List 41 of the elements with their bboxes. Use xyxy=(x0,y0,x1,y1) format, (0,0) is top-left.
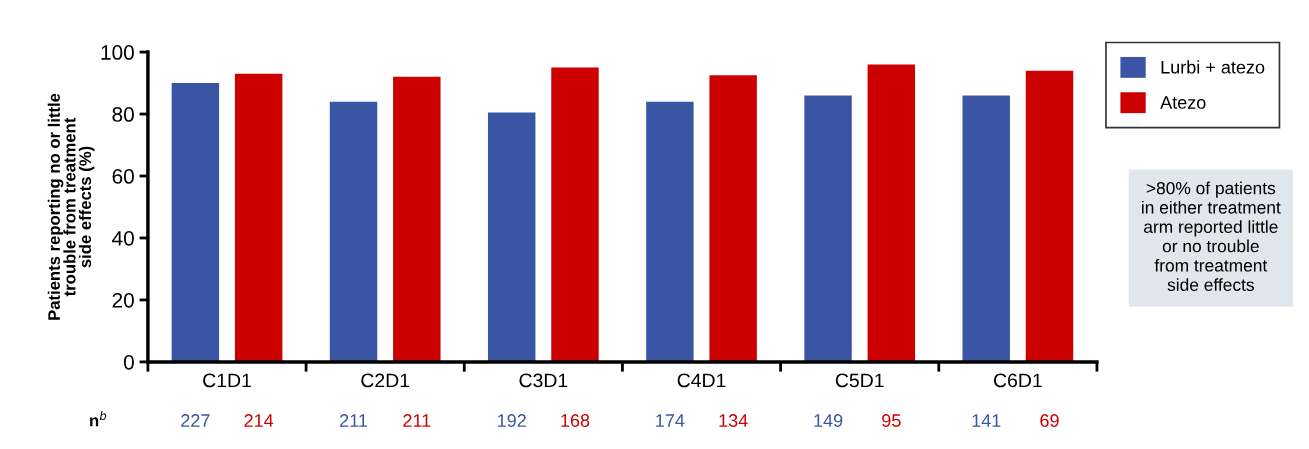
text: 227 xyxy=(181,414,210,427)
x-tick-label: C2D1 xyxy=(361,373,410,388)
bar xyxy=(962,95,1010,362)
bar xyxy=(804,95,852,362)
bar xyxy=(1025,70,1074,362)
text: 192 xyxy=(498,414,526,427)
y-axis-title: Patients reporting no or little trouble from treatment side effects (%) xyxy=(47,93,95,320)
bar xyxy=(487,112,536,362)
legend-label: Lurbi + atezo xyxy=(1161,60,1265,74)
y-tick-label: 80 xyxy=(112,107,134,122)
legend-label: Atezo xyxy=(1160,96,1206,109)
text: n$^{b}$ xyxy=(90,411,107,427)
y-tick-label: 100 xyxy=(101,45,134,60)
bar xyxy=(393,76,441,362)
text: 134 xyxy=(719,414,748,427)
text: 174 xyxy=(656,414,685,427)
bar xyxy=(551,67,599,362)
bar xyxy=(171,83,220,362)
text: 141 xyxy=(972,414,1001,427)
x-tick-label: C6D1 xyxy=(993,373,1042,388)
text: 168 xyxy=(561,414,590,427)
text: 214 xyxy=(244,414,274,427)
text: >80% of patients in either treatment arm reported little or no trouble from treatment side effects xyxy=(1142,181,1281,291)
y-tick-label: 60 xyxy=(112,169,134,184)
x-tick-label: C5D1 xyxy=(835,373,884,388)
y-tick-label: 0 xyxy=(123,354,134,370)
bar xyxy=(709,75,757,362)
text: 69 xyxy=(1040,414,1059,427)
bar xyxy=(867,64,916,362)
y-tick-label: 40 xyxy=(112,230,134,246)
text: 95 xyxy=(882,414,901,427)
text: 211 xyxy=(403,414,431,427)
text: 149 xyxy=(814,414,843,427)
bar xyxy=(646,101,694,362)
y-tick-label: 20 xyxy=(112,292,134,308)
x-tick-label: C3D1 xyxy=(519,373,568,388)
text: 211 xyxy=(340,414,368,427)
bar xyxy=(234,73,283,362)
bar xyxy=(329,101,378,362)
x-tick-label: C4D1 xyxy=(677,373,726,388)
x-tick-label: C1D1 xyxy=(203,373,251,388)
